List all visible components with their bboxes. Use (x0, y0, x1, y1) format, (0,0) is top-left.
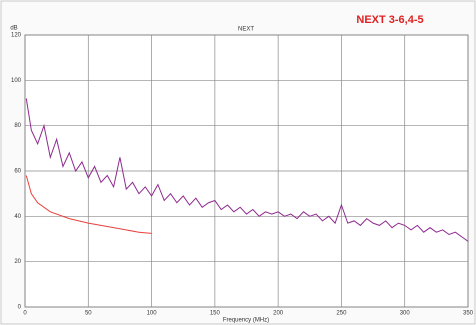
x-tick-label: 50 (85, 311, 92, 317)
x-tick-label: 350 (463, 311, 474, 317)
y-tick-label: 100 (11, 78, 22, 84)
x-axis-label: Frequency (MHz) (223, 318, 269, 324)
series-line (25, 98, 469, 242)
y-tick-label: 20 (14, 259, 21, 265)
y-axis-label: dB (10, 26, 17, 32)
y-tick-label: 40 (14, 214, 21, 220)
x-tick-label: 150 (210, 311, 221, 317)
x-tick-label: 250 (336, 311, 347, 317)
x-tick-label: 200 (273, 311, 284, 317)
series-line (25, 175, 152, 234)
y-tick-label: 60 (14, 169, 21, 175)
x-tick-label: 100 (147, 311, 158, 317)
x-tick-label: 0 (23, 311, 27, 317)
chart-title: NEXT (238, 27, 254, 33)
y-tick-label: 80 (14, 123, 21, 129)
y-tick-label: 0 (18, 305, 22, 311)
y-tick-label: 120 (11, 33, 22, 39)
annotation: NEXT 3-6,4-5 (356, 14, 423, 26)
x-tick-label: 300 (400, 311, 411, 317)
